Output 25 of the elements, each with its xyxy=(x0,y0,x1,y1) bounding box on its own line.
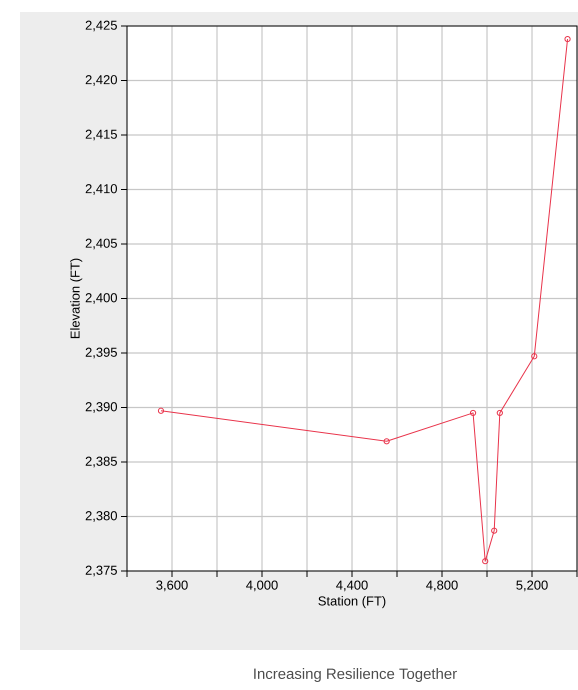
x-tick-label: 3,600 xyxy=(156,580,188,592)
y-tick-label: 2,405 xyxy=(86,238,117,250)
point xyxy=(496,410,503,416)
y-tick-label: 2,400 xyxy=(86,293,117,304)
point xyxy=(531,353,538,360)
y-tick-label: 2,390 xyxy=(86,402,117,413)
y-tick-label: 2,410 xyxy=(86,184,117,195)
point xyxy=(491,528,498,534)
y-tick-label: 2,425 xyxy=(86,20,117,32)
point xyxy=(482,558,488,564)
x-tick-label: 4,800 xyxy=(426,580,458,592)
text: Increasing Resilience Together xyxy=(254,668,457,682)
x-tick-label: 4,400 xyxy=(336,580,368,592)
y-axis-title: Elevation (FT) xyxy=(70,258,82,338)
point xyxy=(384,438,390,444)
point xyxy=(470,410,476,416)
y-tick-label: 2,395 xyxy=(86,348,117,358)
y-tick-label: 2,375 xyxy=(86,566,117,576)
y-tick-label: 2,420 xyxy=(86,75,117,86)
y-tick-label: 2,415 xyxy=(86,130,117,140)
x-tick-label: 4,000 xyxy=(246,580,278,592)
x-tick-label: 5,200 xyxy=(516,580,548,592)
x-axis-title: Station (FT) xyxy=(318,596,386,608)
y-tick-label: 2,385 xyxy=(86,456,117,468)
y-tick-label: 2,380 xyxy=(86,511,117,522)
